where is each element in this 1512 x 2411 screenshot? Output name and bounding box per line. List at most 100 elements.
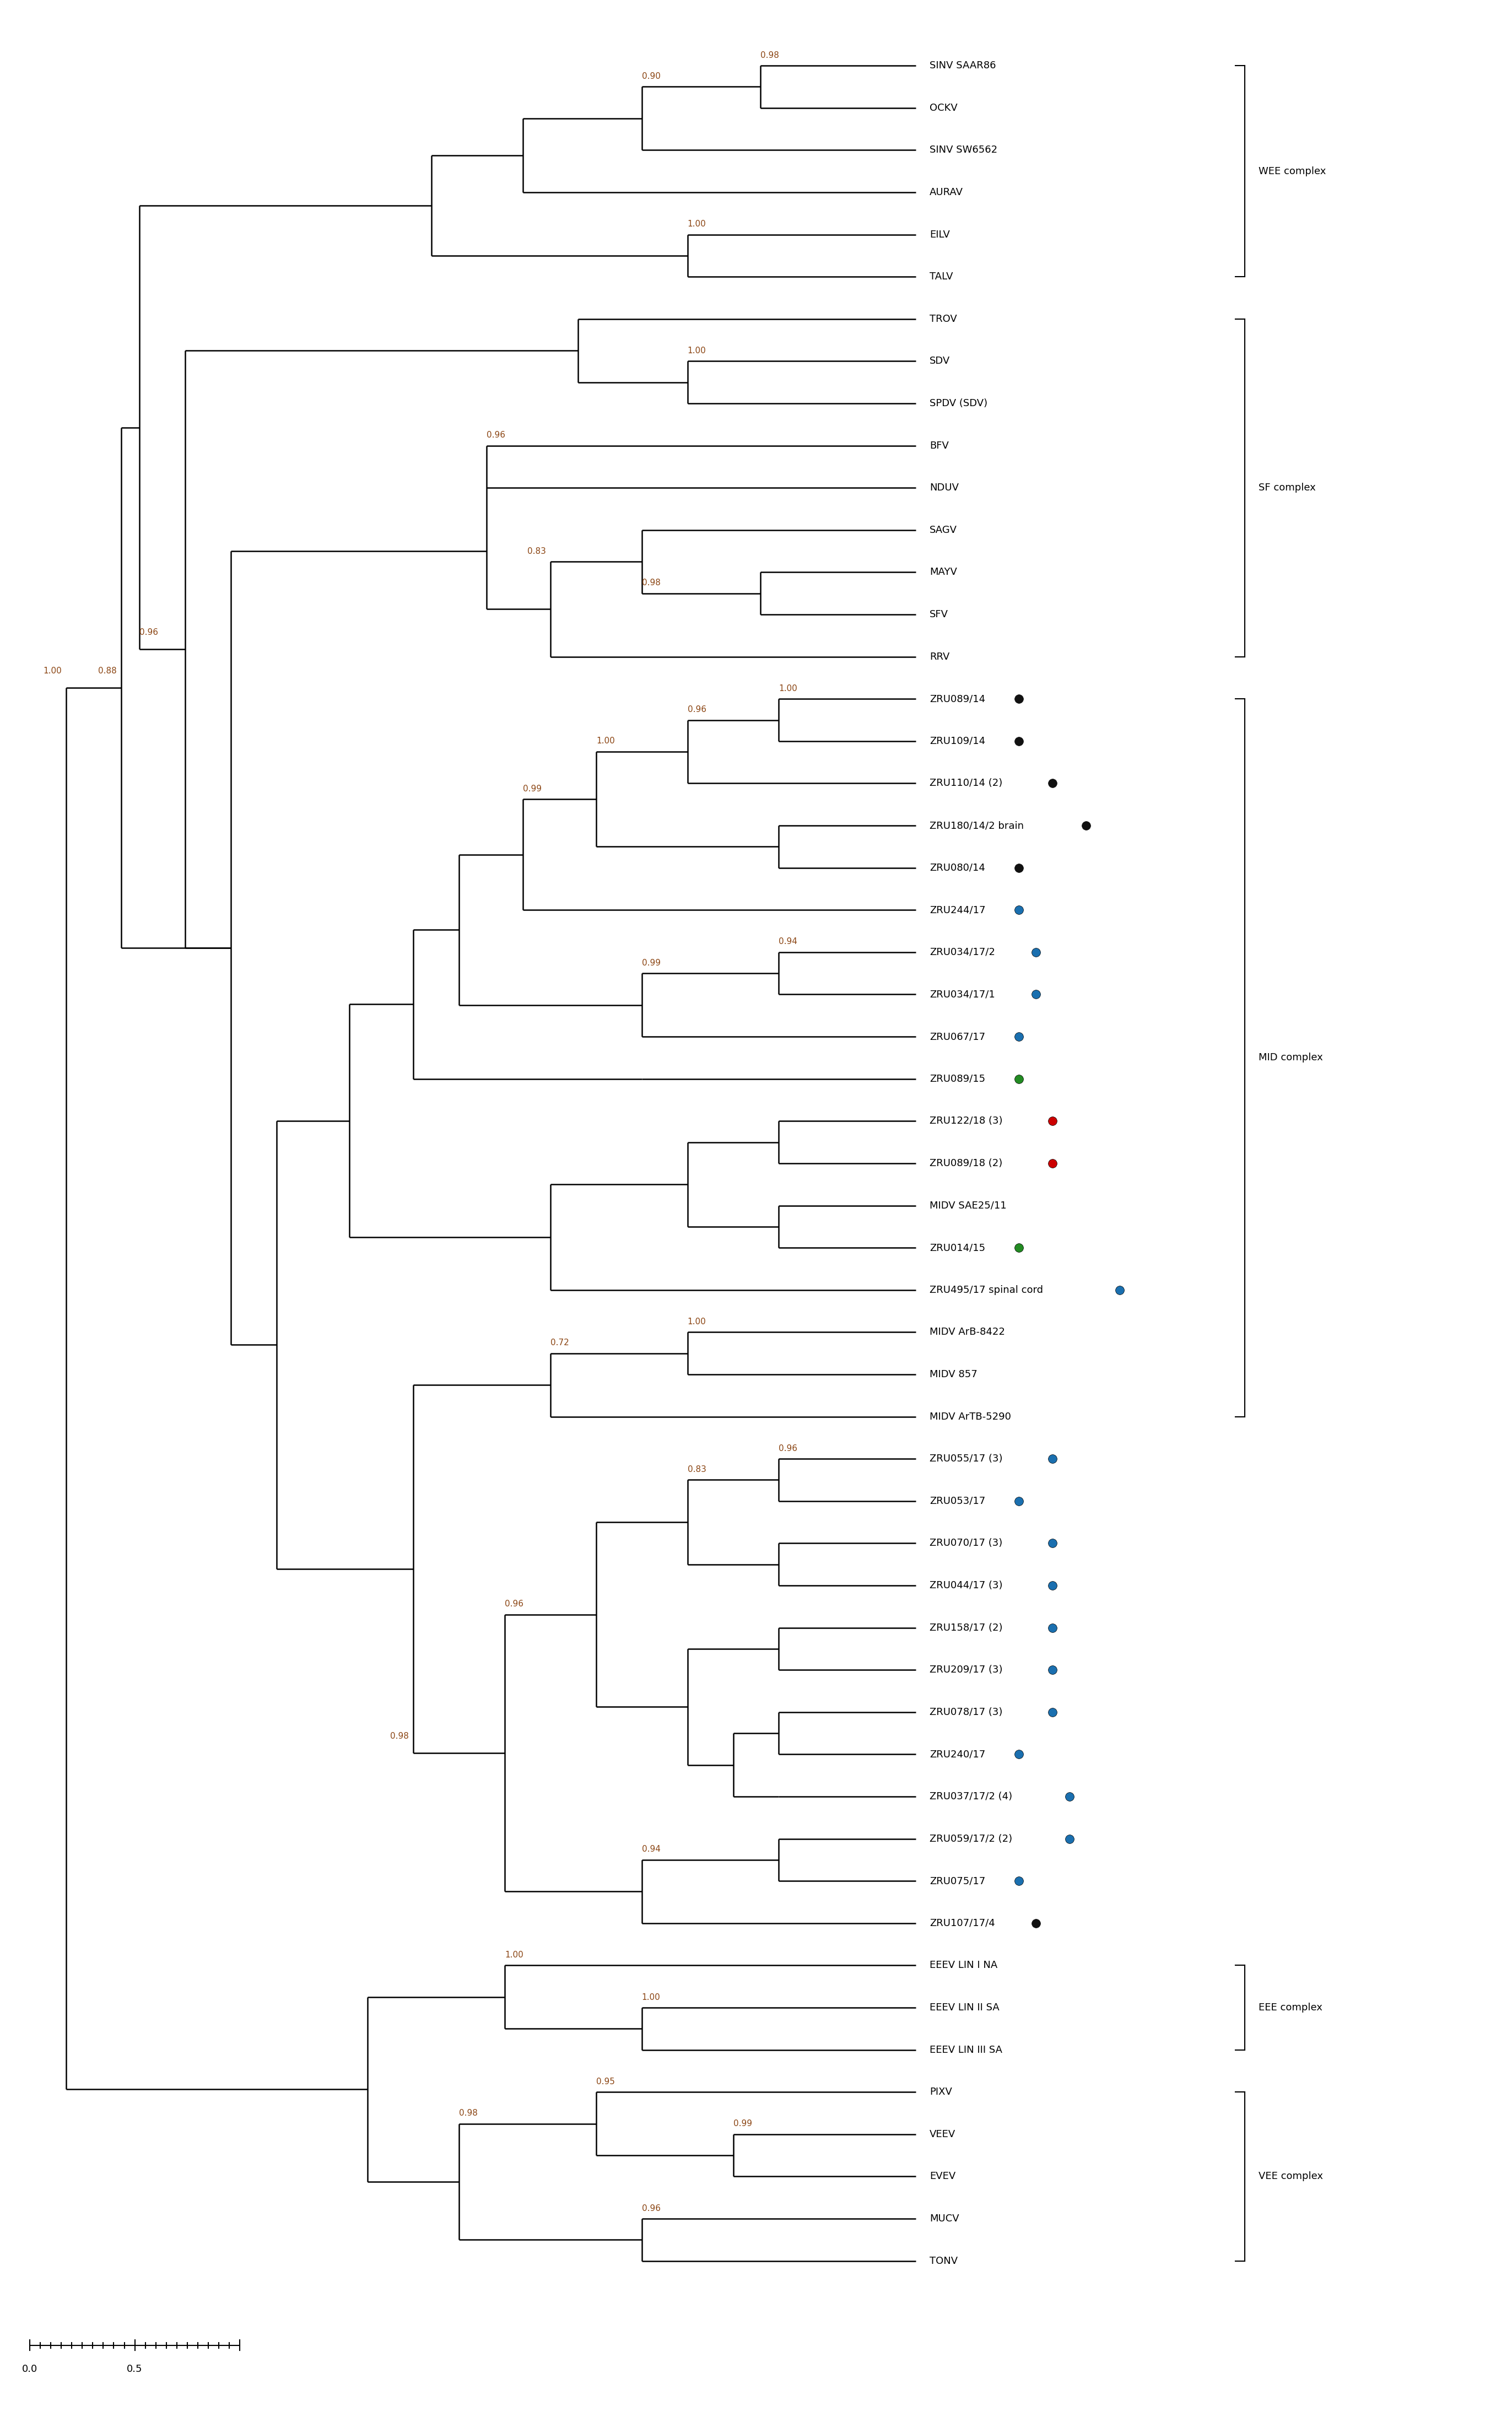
Text: 1.00: 1.00	[641, 1994, 661, 2001]
Text: ZRU110/14 (2): ZRU110/14 (2)	[930, 779, 1002, 788]
Text: 1.00: 1.00	[42, 668, 62, 675]
Text: 0.99: 0.99	[641, 960, 661, 967]
Text: ZRU089/15: ZRU089/15	[930, 1073, 986, 1085]
Text: VEE complex: VEE complex	[1258, 2172, 1323, 2182]
Text: ZRU059/17/2 (2): ZRU059/17/2 (2)	[930, 1835, 1013, 1844]
Text: 0.90: 0.90	[641, 72, 661, 80]
Text: SPDV (SDV): SPDV (SDV)	[930, 398, 987, 407]
Text: NDUV: NDUV	[930, 482, 959, 492]
Text: 0.98: 0.98	[390, 1731, 408, 1741]
Text: ZRU089/18 (2): ZRU089/18 (2)	[930, 1157, 1002, 1169]
Text: ZRU180/14/2 brain: ZRU180/14/2 brain	[930, 820, 1024, 829]
Text: 0.94: 0.94	[779, 938, 797, 945]
Point	[1057, 1777, 1081, 1815]
Text: ZRU075/17: ZRU075/17	[930, 1876, 986, 1885]
Text: EVEV: EVEV	[930, 2172, 956, 2182]
Text: TROV: TROV	[930, 313, 957, 323]
Point	[1040, 1143, 1064, 1181]
Text: EEE complex: EEE complex	[1258, 2004, 1323, 2013]
Point	[1024, 974, 1048, 1013]
Text: ZRU109/14: ZRU109/14	[930, 735, 986, 745]
Point	[1007, 1017, 1031, 1056]
Text: ZRU034/17/2: ZRU034/17/2	[930, 948, 995, 957]
Text: RRV: RRV	[930, 651, 950, 661]
Text: PIXV: PIXV	[930, 2088, 953, 2098]
Point	[1040, 764, 1064, 803]
Text: 1.00: 1.00	[505, 1950, 523, 1960]
Text: 0.72: 0.72	[550, 1338, 569, 1348]
Text: 1.00: 1.00	[596, 738, 615, 745]
Text: EEEV LIN III SA: EEEV LIN III SA	[930, 2045, 1002, 2054]
Text: 0.96: 0.96	[641, 2204, 661, 2213]
Text: 1.00: 1.00	[688, 347, 706, 354]
Text: 0.96: 0.96	[505, 1601, 523, 1608]
Point	[1007, 1861, 1031, 1900]
Point	[1040, 1652, 1064, 1690]
Text: ZRU080/14: ZRU080/14	[930, 863, 986, 873]
Text: EILV: EILV	[930, 229, 950, 239]
Text: SF complex: SF complex	[1258, 482, 1315, 492]
Text: MAYV: MAYV	[930, 567, 957, 576]
Text: MIDV SAE25/11: MIDV SAE25/11	[930, 1201, 1007, 1210]
Text: 0.5: 0.5	[127, 2365, 142, 2375]
Point	[1007, 1058, 1031, 1097]
Point	[1040, 1102, 1064, 1140]
Point	[1007, 890, 1031, 928]
Text: ZRU122/18 (3): ZRU122/18 (3)	[930, 1116, 1002, 1126]
Point	[1040, 1693, 1064, 1731]
Text: MIDV ArTB-5290: MIDV ArTB-5290	[930, 1410, 1012, 1422]
Text: SDV: SDV	[930, 357, 950, 366]
Point	[1057, 1820, 1081, 1859]
Text: ZRU055/17 (3): ZRU055/17 (3)	[930, 1454, 1002, 1463]
Point	[1024, 933, 1048, 972]
Text: BFV: BFV	[930, 441, 950, 451]
Text: 1.00: 1.00	[779, 685, 797, 692]
Text: ZRU044/17 (3): ZRU044/17 (3)	[930, 1582, 1002, 1591]
Text: 0.98: 0.98	[460, 2110, 478, 2117]
Text: MUCV: MUCV	[930, 2213, 959, 2223]
Text: 0.99: 0.99	[733, 2119, 751, 2129]
Text: MID complex: MID complex	[1258, 1054, 1323, 1063]
Text: ZRU078/17 (3): ZRU078/17 (3)	[930, 1707, 1002, 1717]
Text: EEEV LIN I NA: EEEV LIN I NA	[930, 1960, 998, 1970]
Text: 0.95: 0.95	[596, 2078, 615, 2086]
Text: 0.99: 0.99	[523, 784, 541, 793]
Point	[1007, 1230, 1031, 1268]
Point	[1007, 680, 1031, 718]
Text: SINV SW6562: SINV SW6562	[930, 145, 998, 154]
Text: ZRU107/17/4: ZRU107/17/4	[930, 1919, 995, 1929]
Text: VEEV: VEEV	[930, 2129, 956, 2139]
Text: TALV: TALV	[930, 272, 953, 282]
Point	[1024, 1905, 1048, 1943]
Text: MIDV 857: MIDV 857	[930, 1369, 977, 1379]
Text: ZRU053/17: ZRU053/17	[930, 1497, 986, 1507]
Point	[1040, 1608, 1064, 1647]
Text: 0.98: 0.98	[641, 579, 661, 586]
Point	[1007, 1483, 1031, 1521]
Text: WEE complex: WEE complex	[1258, 166, 1326, 176]
Text: AURAV: AURAV	[930, 188, 963, 198]
Text: 0.96: 0.96	[688, 706, 706, 714]
Text: ZRU070/17 (3): ZRU070/17 (3)	[930, 1538, 1002, 1548]
Text: ZRU089/14: ZRU089/14	[930, 694, 986, 704]
Point	[1040, 1439, 1064, 1478]
Point	[1040, 1567, 1064, 1606]
Point	[1007, 1736, 1031, 1774]
Text: 0.83: 0.83	[528, 547, 546, 555]
Text: ZRU158/17 (2): ZRU158/17 (2)	[930, 1623, 1002, 1632]
Text: 0.0: 0.0	[21, 2365, 38, 2375]
Text: 1.00: 1.00	[688, 219, 706, 229]
Text: ZRU034/17/1: ZRU034/17/1	[930, 989, 995, 1001]
Text: 0.83: 0.83	[688, 1466, 706, 1473]
Text: SFV: SFV	[930, 610, 948, 620]
Text: ZRU495/17 spinal cord: ZRU495/17 spinal cord	[930, 1285, 1043, 1295]
Text: 0.98: 0.98	[761, 51, 779, 60]
Point	[1108, 1271, 1132, 1309]
Point	[1074, 805, 1098, 844]
Point	[1007, 721, 1031, 759]
Text: 0.88: 0.88	[98, 668, 116, 675]
Text: ZRU244/17: ZRU244/17	[930, 904, 986, 914]
Text: ZRU067/17: ZRU067/17	[930, 1032, 986, 1042]
Text: ZRU240/17: ZRU240/17	[930, 1750, 986, 1760]
Text: EEEV LIN II SA: EEEV LIN II SA	[930, 2004, 999, 2013]
